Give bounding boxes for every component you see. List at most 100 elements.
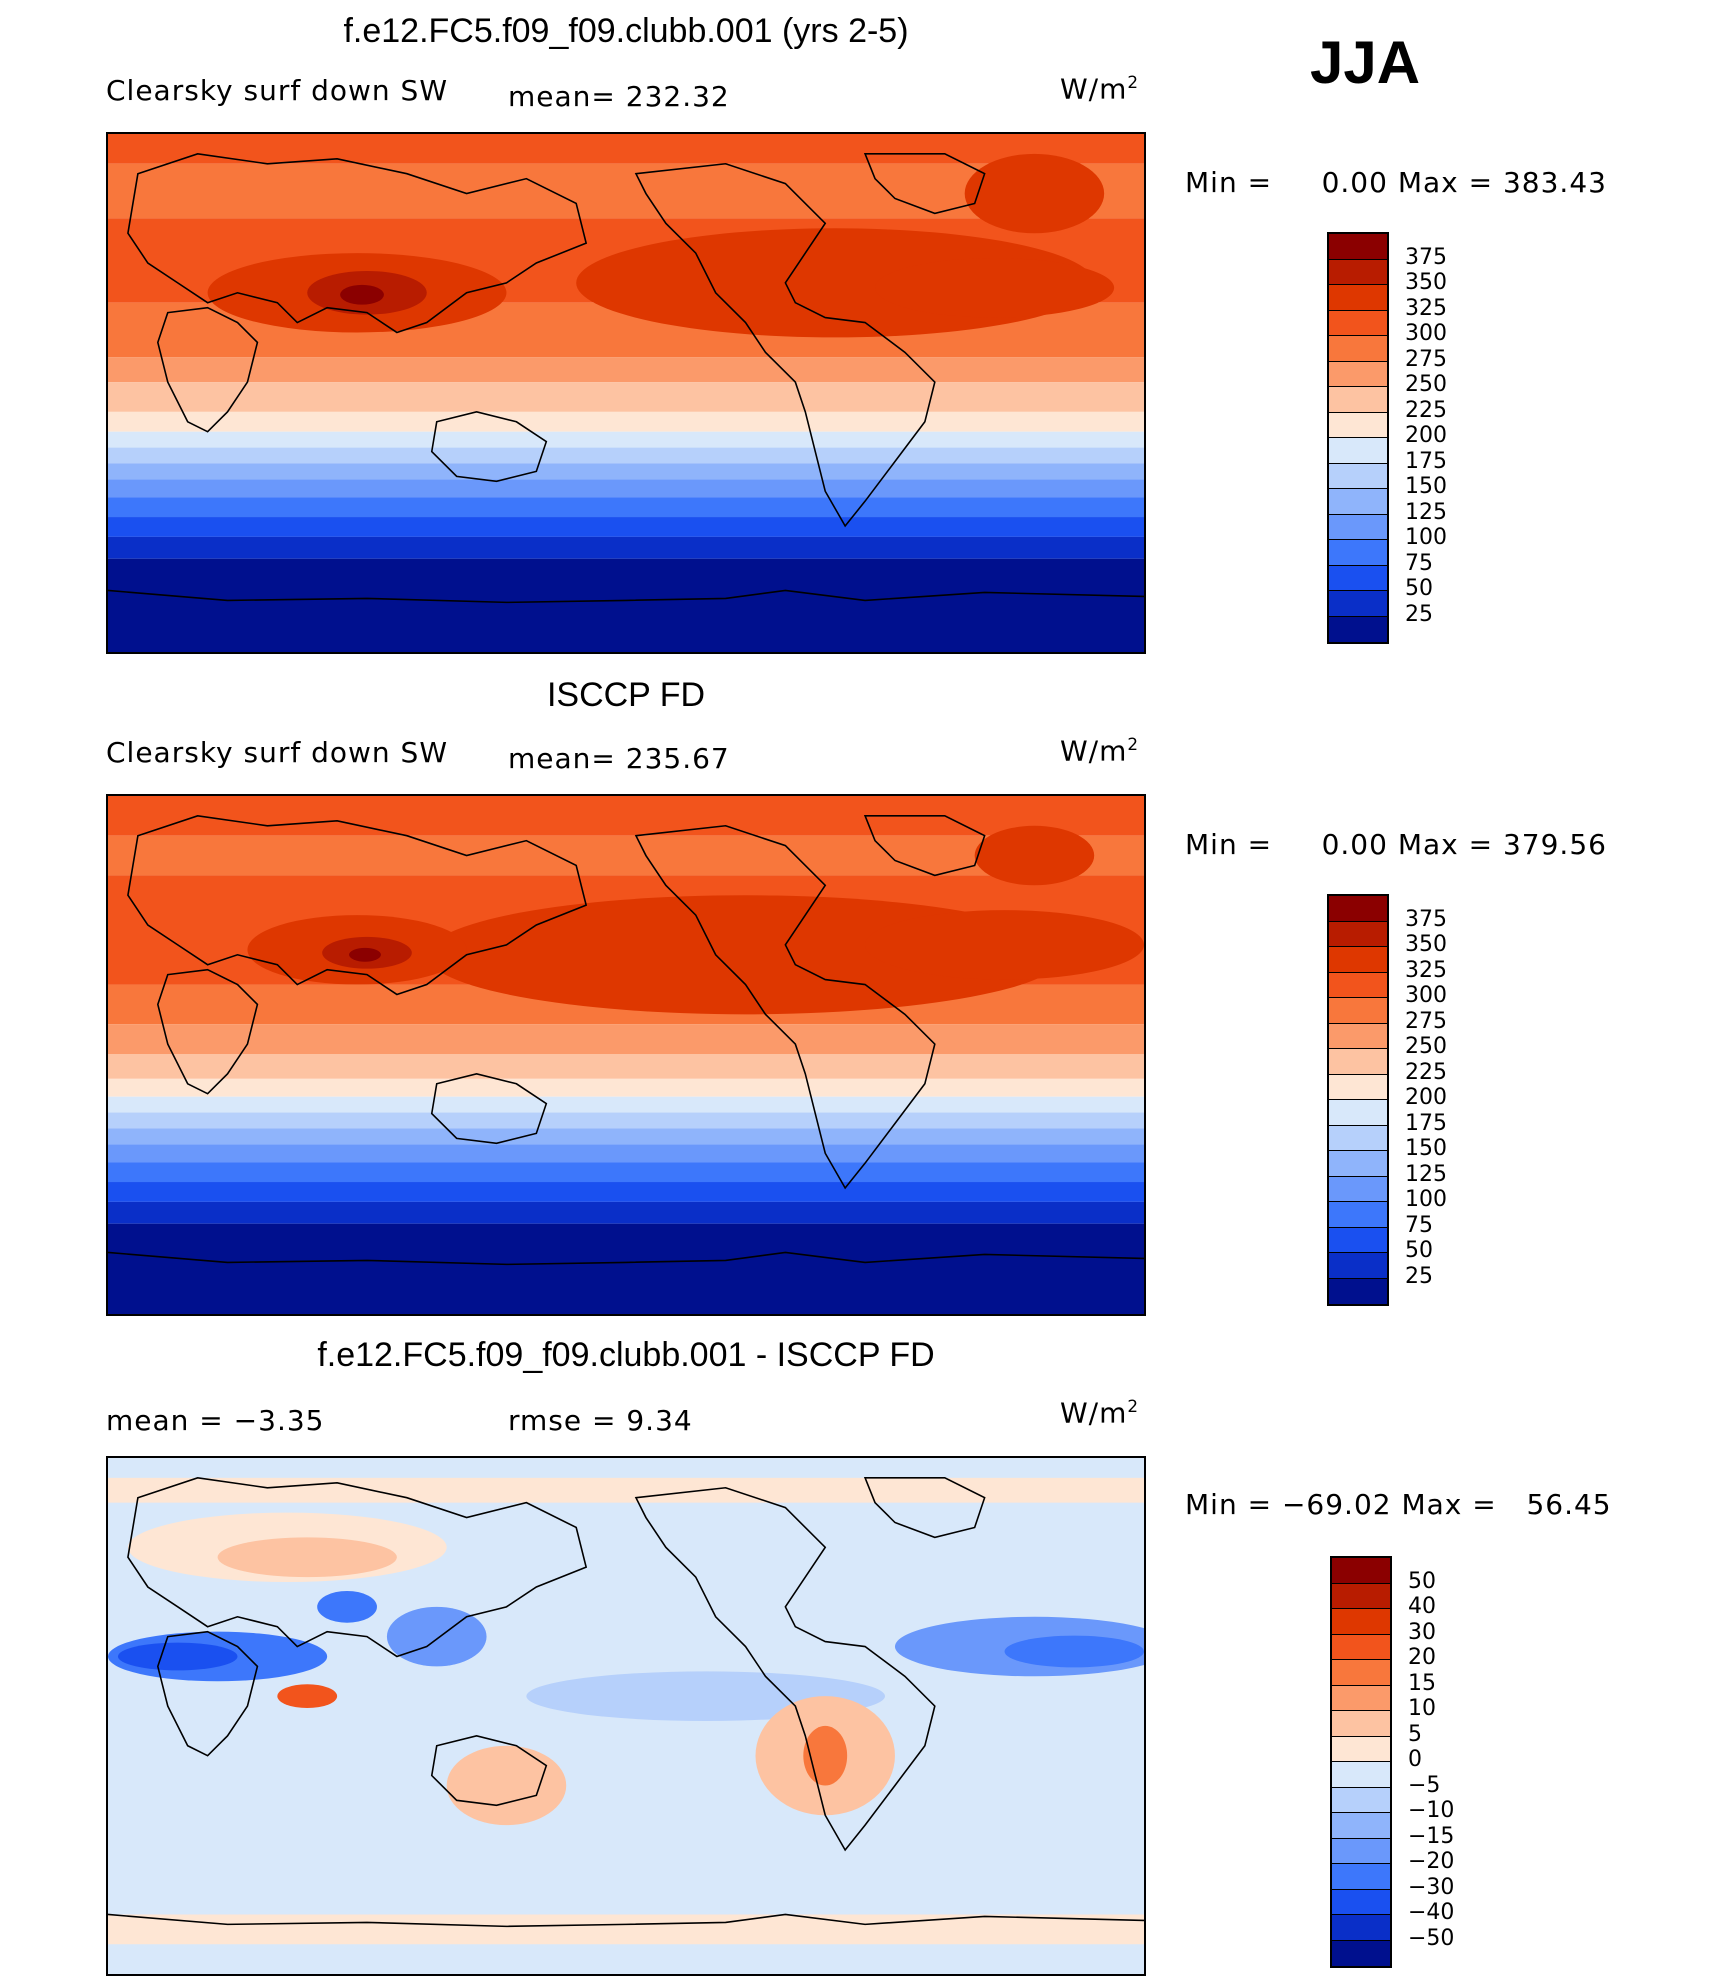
- panel-2-variable-label: Clearsky surf down SW: [106, 736, 449, 769]
- colorbar-tick-label: 10: [1408, 1696, 1436, 1721]
- colorbar-swatch: [1332, 1634, 1390, 1660]
- panel-1-colorbar-ticks: 375 350 325 300 275 250 225 200 175 150 125 100 75 50…: [1405, 232, 1485, 644]
- colorbar-tick-label: 25: [1405, 1263, 1433, 1289]
- colorbar-swatch: [1329, 921, 1387, 947]
- colorbar-tick-label: 375: [1405, 906, 1447, 932]
- colorbar-tick-label: −5: [1408, 1772, 1441, 1798]
- colorbar-swatch: [1329, 310, 1387, 336]
- colorbar-swatch: [1332, 1609, 1390, 1635]
- colorbar-swatch: [1329, 1049, 1387, 1075]
- colorbar-swatch: [1332, 1660, 1390, 1686]
- panel-2-map: [106, 794, 1146, 1316]
- colorbar-tick-label: −50: [1408, 1925, 1455, 1951]
- colorbar-swatch: [1332, 1736, 1390, 1762]
- colorbar-swatch: [1329, 438, 1387, 464]
- colorbar-tick-label: 100: [1405, 525, 1447, 550]
- panel-3-units: W/m2: [1060, 1396, 1140, 1430]
- panel-1-colorbar: [1327, 232, 1389, 644]
- colorbar-tick-label: 350: [1405, 932, 1447, 957]
- colorbar-swatch: [1329, 336, 1387, 362]
- colorbar-tick-label: −20: [1408, 1849, 1455, 1874]
- colorbar-tick-label: 0: [1408, 1747, 1422, 1772]
- colorbar-swatch: [1332, 1889, 1390, 1915]
- panel-1-title: f.e12.FC5.f09_f09.clubb.001 (yrs 2-5): [343, 12, 909, 50]
- colorbar-swatch: [1332, 1864, 1390, 1890]
- colorbar-tick-label: 175: [1405, 448, 1447, 474]
- panel-3-colorbar-ticks: 50 40 30 20 15 10 5 0 −5 −10 −15 −20 −30 −40 −50: [1408, 1556, 1488, 1968]
- panel-3-rmse-label: rmse = 9.34: [508, 1404, 693, 1437]
- panel-2-units: W/m2: [1060, 734, 1140, 768]
- colorbar-swatch: [1332, 1558, 1390, 1584]
- colorbar-swatch: [1332, 1762, 1390, 1788]
- panel-2-colorbar: [1327, 894, 1389, 1306]
- colorbar-swatch: [1332, 1940, 1390, 1966]
- colorbar-tick-label: 50: [1405, 576, 1433, 601]
- colorbar-swatch: [1332, 1685, 1390, 1711]
- colorbar-tick-label: 250: [1405, 372, 1447, 397]
- colorbar-tick-label: 50: [1405, 1238, 1433, 1263]
- panel-1-units: W/m2: [1060, 72, 1140, 106]
- colorbar-tick-label: 250: [1405, 1034, 1447, 1059]
- colorbar-swatch: [1329, 1227, 1387, 1253]
- colorbar-tick-label: −10: [1408, 1798, 1455, 1823]
- colorbar-tick-label: 325: [1405, 295, 1447, 321]
- colorbar-swatch: [1329, 947, 1387, 973]
- colorbar-tick-label: 350: [1405, 270, 1447, 295]
- panel-1-variable-label: Clearsky surf down SW: [106, 74, 449, 107]
- colorbar-tick-label: 200: [1405, 1085, 1447, 1110]
- season-label: JJA: [1310, 29, 1421, 96]
- colorbar-swatch: [1329, 1253, 1387, 1279]
- colorbar-tick-label: 15: [1408, 1670, 1436, 1696]
- colorbar-tick-label: 175: [1405, 1110, 1447, 1136]
- colorbar-swatch: [1329, 412, 1387, 438]
- colorbar-swatch: [1329, 896, 1387, 922]
- colorbar-tick-label: 25: [1405, 601, 1433, 627]
- colorbar-tick-label: 30: [1408, 1619, 1436, 1645]
- colorbar-tick-label: 275: [1405, 1008, 1447, 1034]
- colorbar-swatch: [1332, 1711, 1390, 1737]
- colorbar-tick-label: 150: [1405, 474, 1447, 499]
- colorbar-swatch: [1329, 489, 1387, 515]
- colorbar-swatch: [1329, 259, 1387, 285]
- colorbar-tick-label: −30: [1408, 1874, 1455, 1900]
- colorbar-swatch: [1332, 1583, 1390, 1609]
- colorbar-tick-label: 75: [1405, 550, 1433, 576]
- colorbar-swatch: [1332, 1813, 1390, 1839]
- colorbar-swatch: [1329, 1074, 1387, 1100]
- colorbar-swatch: [1329, 591, 1387, 617]
- colorbar-swatch: [1329, 1176, 1387, 1202]
- colorbar-tick-label: 40: [1408, 1594, 1436, 1619]
- colorbar-tick-label: 300: [1405, 983, 1447, 1008]
- colorbar-tick-label: 75: [1405, 1212, 1433, 1238]
- colorbar-tick-label: 100: [1405, 1187, 1447, 1212]
- colorbar-tick-label: 50: [1408, 1568, 1436, 1594]
- panel-3-min-max: Min = −69.02 Max = 56.45: [1185, 1488, 1612, 1521]
- colorbar-tick-label: 375: [1405, 244, 1447, 270]
- colorbar-tick-label: 225: [1405, 1059, 1447, 1085]
- colorbar-swatch: [1329, 1278, 1387, 1304]
- panel-3-title: f.e12.FC5.f09_f09.clubb.001 - ISCCP FD: [317, 1336, 935, 1374]
- colorbar-tick-label: −40: [1408, 1900, 1455, 1925]
- colorbar-tick-label: 150: [1405, 1136, 1447, 1161]
- colorbar-swatch: [1329, 998, 1387, 1024]
- colorbar-swatch: [1329, 1125, 1387, 1151]
- colorbar-swatch: [1329, 463, 1387, 489]
- panel-2-colorbar-ticks: 375 350 325 300 275 250 225 200 175 150 125 100 75 50…: [1405, 894, 1485, 1306]
- colorbar-swatch: [1329, 565, 1387, 591]
- colorbar-tick-label: 125: [1405, 1161, 1447, 1187]
- colorbar-tick-label: 275: [1405, 346, 1447, 372]
- colorbar-tick-label: −15: [1408, 1823, 1455, 1849]
- colorbar-swatch: [1332, 1787, 1390, 1813]
- colorbar-tick-label: 20: [1408, 1645, 1436, 1670]
- colorbar-tick-label: 325: [1405, 957, 1447, 983]
- colorbar-tick-label: 300: [1405, 321, 1447, 346]
- panel-2-title: ISCCP FD: [546, 676, 706, 714]
- colorbar-swatch: [1329, 514, 1387, 540]
- colorbar-tick-label: 225: [1405, 397, 1447, 423]
- panel-2-mean-label: mean= 235.67: [508, 742, 730, 775]
- colorbar-tick-label: 200: [1405, 423, 1447, 448]
- colorbar-swatch: [1329, 972, 1387, 998]
- colorbar-swatch: [1329, 1151, 1387, 1177]
- panel-2-min-max: Min = 0.00 Max = 379.56: [1185, 828, 1607, 861]
- panel-3-map: [106, 1456, 1146, 1976]
